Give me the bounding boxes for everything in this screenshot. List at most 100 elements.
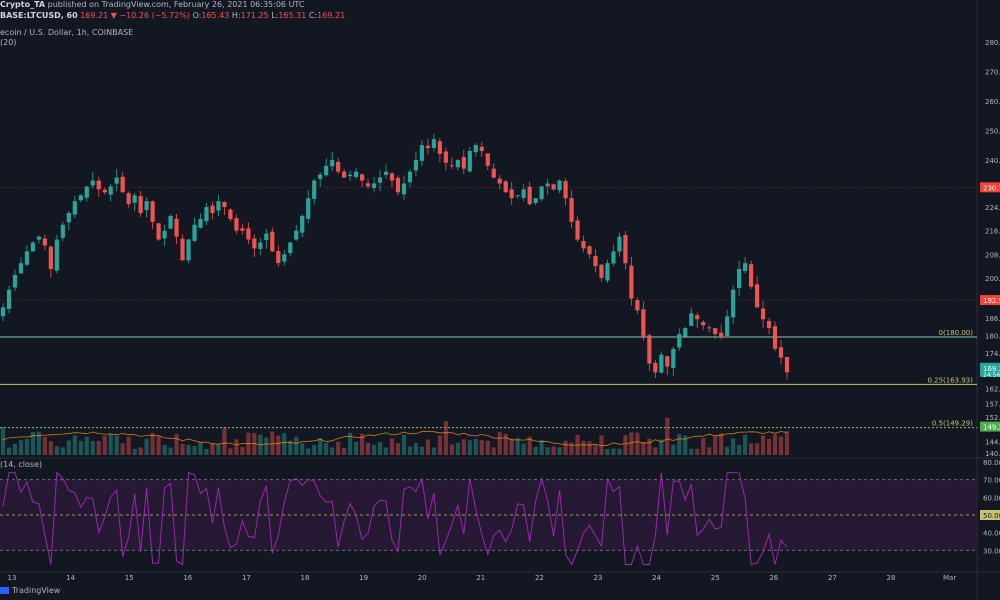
- time-axis[interactable]: 13 14 15 16 17 18 19 20 21 22 23 24 25 26 27 28 Mar: [8, 574, 957, 582]
- candle-body: [126, 193, 131, 205]
- price-change: ▼ −10.26 (−5.72%): [110, 11, 190, 20]
- candle-body: [24, 251, 30, 265]
- volume-bar: [635, 432, 640, 455]
- time-tick-label: 23: [594, 574, 603, 582]
- candle-body: [551, 184, 556, 190]
- volume-bar: [54, 446, 59, 455]
- volume-bar: [318, 438, 323, 455]
- volume-bar: [719, 433, 724, 455]
- volume-bar: [659, 439, 664, 455]
- volume-bar: [0, 426, 6, 455]
- volume-bar: [222, 427, 227, 455]
- candle-body: [671, 348, 676, 368]
- candle-body: [581, 240, 586, 249]
- volume-bar: [754, 443, 760, 455]
- volume-bar: [515, 437, 520, 455]
- price-tick-label: 157.5: [985, 400, 1000, 408]
- volume-bar: [288, 440, 293, 455]
- time-tick-label: 16: [183, 574, 192, 582]
- candle-body: [234, 218, 239, 231]
- time-tick-label: 13: [8, 574, 17, 582]
- volume-bar: [389, 438, 395, 455]
- volume-bar: [383, 447, 389, 455]
- volume-bar: [336, 441, 341, 455]
- volume-bar: [569, 442, 574, 455]
- published-text: published on TradingView.com, February 2…: [47, 0, 305, 9]
- volume-bar: [467, 440, 472, 455]
- volume-bar: [395, 443, 401, 455]
- volume-bar: [228, 448, 233, 455]
- price-tag-bg: [980, 421, 1000, 432]
- volume-bar: [6, 447, 12, 455]
- volume-bar: [557, 447, 562, 455]
- high-value: 171.25: [240, 11, 269, 20]
- candle-body: [288, 242, 293, 253]
- time-tick-label: 22: [535, 574, 544, 582]
- volume-bar: [126, 436, 131, 455]
- candle-body: [342, 171, 347, 178]
- publish-line: Crypto_TA published on TradingView.com, …: [0, 0, 304, 10]
- volume-bar: [138, 447, 143, 455]
- fib-level-label: 0(180.00): [939, 329, 974, 337]
- volume-bar: [437, 435, 442, 455]
- price-tag-label: 169.2: [983, 365, 1000, 373]
- candle-body: [707, 327, 712, 329]
- candle-body: [635, 300, 640, 311]
- candle-body: [12, 274, 18, 288]
- volume-bar: [114, 435, 119, 455]
- price-axis[interactable]: 280.0 270.0 260.0 250.0 240.0 224.0 216.0 208.0…: [980, 39, 1000, 556]
- price-tick-label: 162.5: [985, 386, 1000, 394]
- volume-bar: [545, 447, 550, 455]
- candle-body: [778, 347, 784, 358]
- volume-bar: [485, 440, 490, 455]
- rsi-line: [2, 471, 788, 566]
- candle-body: [138, 196, 143, 213]
- candle-body: [365, 183, 371, 187]
- rsi-tick-label: 70.00: [983, 477, 1000, 485]
- candle-body: [324, 165, 329, 176]
- price-tick-label: 144.5: [985, 439, 1000, 447]
- candle-body: [312, 180, 317, 199]
- candle-body: [731, 289, 736, 318]
- volume-bar: [168, 447, 173, 455]
- volume-bar: [365, 442, 371, 455]
- volume-bar: [749, 443, 754, 455]
- candle-body: [647, 335, 652, 364]
- volume-bar: [359, 433, 365, 455]
- time-tick-label: 26: [769, 574, 778, 582]
- price-tick-label: 260.0: [985, 98, 1000, 106]
- time-tick-label: 28: [887, 574, 896, 582]
- volume-bar: [539, 440, 544, 455]
- time-tick-label: Mar: [943, 574, 956, 582]
- rsi-legend[interactable]: (14, close): [0, 460, 42, 470]
- candle-body: [264, 233, 269, 241]
- time-tick-label: 14: [66, 574, 75, 582]
- candle-body: [318, 174, 323, 180]
- time-tick-label: 18: [301, 574, 310, 582]
- volume-bar: [521, 443, 526, 455]
- price-tag-bg: [980, 295, 1000, 306]
- volume-bar: [784, 431, 790, 455]
- volume-bar: [36, 431, 41, 455]
- candle-body: [521, 189, 526, 198]
- publisher-name[interactable]: Crypto_TA: [0, 0, 46, 9]
- ma-legend[interactable]: (20): [0, 38, 16, 48]
- candles: [0, 133, 790, 380]
- candle-body: [683, 328, 688, 337]
- volume-bar: [509, 438, 514, 455]
- rsi-tick-label: 60.00: [983, 494, 1000, 502]
- price-tick-label: 180.5: [985, 332, 1000, 340]
- ma-legend-text: (20): [0, 38, 17, 47]
- volume-bar: [449, 444, 454, 455]
- candle-body: [240, 228, 245, 231]
- volume-bar: [593, 445, 598, 455]
- candle-body: [743, 263, 748, 271]
- volume-bar: [533, 446, 538, 455]
- volume-bar: [671, 444, 676, 455]
- candle-body: [473, 145, 478, 153]
- candle-body: [198, 218, 203, 228]
- volume-bar: [605, 448, 610, 455]
- candle-body: [48, 246, 53, 270]
- volume-bar: [72, 435, 77, 455]
